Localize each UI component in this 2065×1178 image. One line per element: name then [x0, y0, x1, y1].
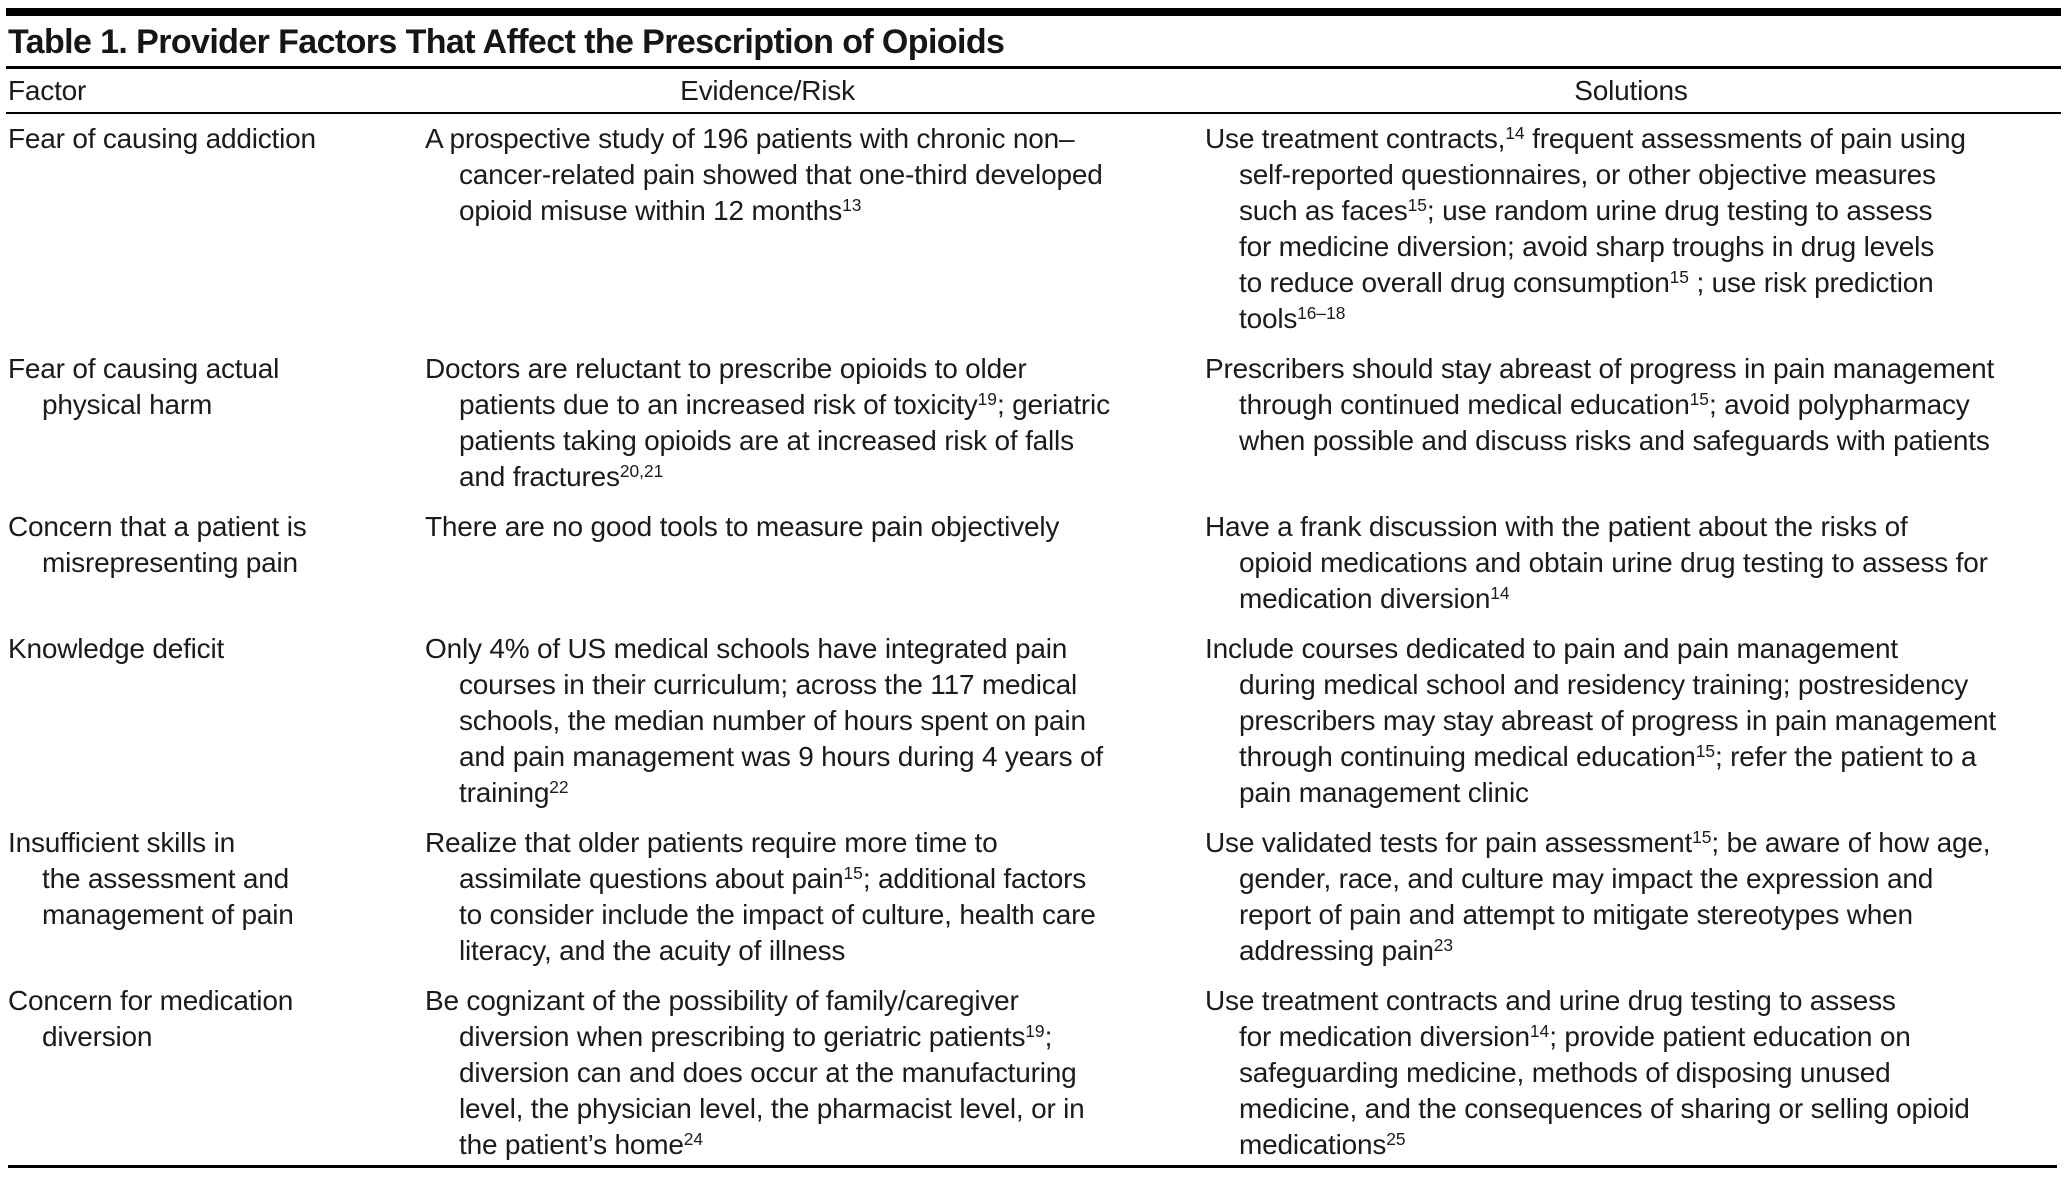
reference-superscript: 15 [1692, 827, 1712, 848]
header-divider [6, 112, 2061, 114]
solutions-cell: Prescribers should stay abreast of progr… [1205, 351, 2057, 509]
column-header-solutions: Solutions [1574, 75, 1688, 106]
table-body: Fear of causing addiction A prospective … [8, 121, 2057, 1168]
evidence-text: Doctors are reluctant to prescribe opioi… [425, 353, 1110, 492]
factor-cell: Fear of causing actual physical harm [8, 351, 425, 509]
reference-superscript: 15 [1407, 195, 1427, 216]
reference-superscript: 25 [1386, 1129, 1406, 1150]
evidence-cell: A prospective study of 196 patients with… [425, 121, 1205, 351]
factor-text: Fear of causing actual physical harm [8, 353, 280, 420]
solutions-cell: Include courses dedicated to pain and pa… [1205, 631, 2057, 825]
reference-superscript: 24 [683, 1129, 704, 1150]
reference-superscript: 16–18 [1297, 303, 1346, 324]
factor-text: Concern for medication diversion [8, 985, 294, 1052]
factor-text: Knowledge deficit [8, 633, 225, 664]
reference-superscript: 22 [549, 777, 569, 798]
solutions-cell: Use treatment contracts,14 frequent asse… [1205, 121, 2057, 351]
factor-cell: Concern for medication diversion [8, 983, 425, 1167]
factor-text: Concern that a patient is misrepresentin… [8, 511, 307, 578]
evidence-cell: Doctors are reluctant to prescribe opioi… [425, 351, 1205, 509]
table-row: Knowledge deficit Only 4% of US medical … [8, 631, 2057, 825]
solutions-cell: Have a frank discussion with the patient… [1205, 509, 2057, 631]
evidence-cell: Be cognizant of the possibility of famil… [425, 983, 1205, 1167]
solutions-text: Use validated tests for pain assessment1… [1205, 827, 1991, 966]
evidence-text: A prospective study of 196 patients with… [425, 123, 1103, 226]
reference-superscript: 13 [842, 195, 862, 216]
reference-superscript: 20,21 [619, 461, 664, 482]
reference-superscript: 14 [1529, 1021, 1550, 1042]
table-row: Insufficient skills in the assessment an… [8, 825, 2057, 983]
factor-cell: Knowledge deficit [8, 631, 425, 825]
solutions-cell: Use treatment contracts and urine drug t… [1205, 983, 2057, 1167]
factor-text: Fear of causing addiction [8, 123, 316, 154]
factor-cell: Concern that a patient is misrepresentin… [8, 509, 425, 631]
solutions-text: Prescribers should stay abreast of progr… [1205, 353, 1995, 456]
table-top-border [6, 8, 2061, 16]
table-row: Concern that a patient is misrepresentin… [8, 509, 2057, 631]
column-header-factor: Factor [8, 75, 87, 106]
table-row: Fear of causing actual physical harm Doc… [8, 351, 2057, 509]
table-row: Concern for medication diversion Be cogn… [8, 983, 2057, 1167]
reference-superscript: 19 [1025, 1021, 1045, 1042]
solutions-cell: Use validated tests for pain assessment1… [1205, 825, 2057, 983]
table-header-row: Factor Evidence/Risk Solutions [8, 69, 2065, 112]
reference-superscript: 23 [1433, 935, 1454, 956]
factor-text: Insufficient skills in the assessment an… [8, 827, 294, 930]
solutions-text: Use treatment contracts and urine drug t… [1205, 985, 1970, 1160]
solutions-text: Use treatment contracts,14 frequent asse… [1205, 123, 1966, 334]
reference-superscript: 15 [843, 863, 863, 884]
factor-cell: Insufficient skills in the assessment an… [8, 825, 425, 983]
evidence-text: Only 4% of US medical schools have integ… [425, 633, 1103, 808]
evidence-text: Be cognizant of the possibility of famil… [425, 985, 1085, 1160]
table-row: Fear of causing addiction A prospective … [8, 121, 2057, 351]
table-title: Table 1. Provider Factors That Affect th… [8, 23, 1005, 61]
solutions-text: Include courses dedicated to pain and pa… [1205, 633, 1997, 808]
title-divider [6, 66, 2061, 69]
reference-superscript: 14 [1490, 583, 1510, 604]
evidence-cell: Only 4% of US medical schools have integ… [425, 631, 1205, 825]
evidence-text: Realize that older patients require more… [425, 827, 1096, 966]
factor-cell: Fear of causing addiction [8, 121, 425, 351]
evidence-cell: Realize that older patients require more… [425, 825, 1205, 983]
evidence-text: There are no good tools to measure pain … [425, 511, 1060, 542]
evidence-cell: There are no good tools to measure pain … [425, 509, 1205, 631]
reference-superscript: 15 [1695, 741, 1715, 762]
solutions-text: Have a frank discussion with the patient… [1205, 511, 1988, 614]
column-header-evidence: Evidence/Risk [680, 75, 855, 106]
reference-superscript: 15 [1689, 389, 1709, 410]
reference-superscript: 14 [1505, 123, 1525, 144]
reference-superscript: 15 [1669, 267, 1689, 288]
reference-superscript: 19 [977, 389, 997, 410]
